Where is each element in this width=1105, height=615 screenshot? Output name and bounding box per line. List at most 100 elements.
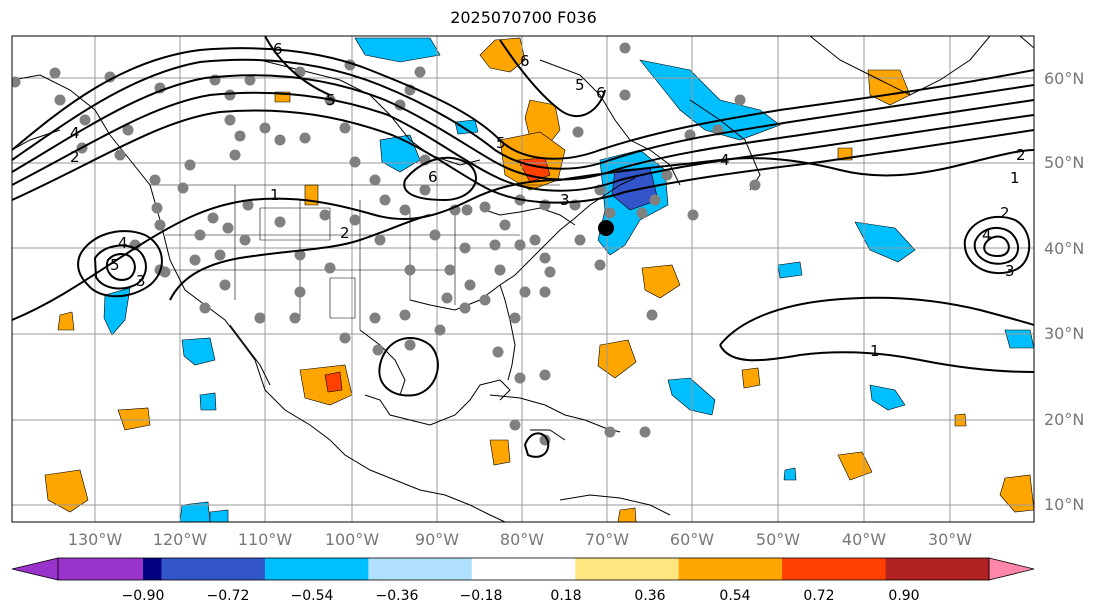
station-marker <box>489 239 501 251</box>
lon-label: 60°W <box>670 530 714 549</box>
station-marker <box>299 132 311 144</box>
contour-label: 5 <box>496 134 506 152</box>
contour-lines <box>12 36 1034 458</box>
longitude-labels: 130°W 120°W 110°W 100°W 90°W 80°W 70°W 6… <box>68 530 972 549</box>
anomaly-blob <box>617 507 637 522</box>
anomaly-blob <box>117 407 151 431</box>
contour-label: 6 <box>273 40 283 58</box>
anomaly-blob <box>181 337 216 366</box>
contour-label: 2 <box>1016 146 1026 164</box>
station-marker <box>499 219 511 231</box>
anomaly-blob <box>639 59 781 141</box>
lon-label: 50°W <box>756 530 800 549</box>
shaded-anomalies <box>44 37 1034 522</box>
station-marker <box>494 264 506 276</box>
contour-label: 6 <box>596 84 606 102</box>
colorbar-swatch <box>161 558 266 580</box>
station-marker <box>539 252 551 264</box>
station-marker <box>479 201 491 213</box>
station-marker <box>294 286 306 298</box>
station-marker <box>429 229 441 241</box>
contour-label: 4 <box>70 124 80 142</box>
station-marker <box>369 312 381 324</box>
lon-label: 80°W <box>500 530 544 549</box>
anomaly-blob <box>354 37 441 63</box>
station-marker <box>339 332 351 344</box>
latitude-labels: 60°N 50°N 40°N 30°N 20°N 10°N <box>1044 69 1084 514</box>
contour-label: 3 <box>1005 262 1015 280</box>
station-marker <box>639 426 651 438</box>
colorbar-tick-label: −0.54 <box>291 588 334 604</box>
station-marker <box>274 216 286 228</box>
anomaly-blob <box>454 119 479 135</box>
colorbar-tick-label: −0.36 <box>376 588 419 604</box>
anomaly-blob <box>869 384 906 411</box>
lat-label: 60°N <box>1044 69 1084 88</box>
station-marker <box>514 372 526 384</box>
station-marker <box>149 174 161 186</box>
station-marker <box>414 66 426 78</box>
colorbar-swatch <box>885 558 990 580</box>
colorbar-tick-label: 0.90 <box>888 588 919 604</box>
station-marker <box>459 302 471 314</box>
anomaly-blob <box>479 37 526 73</box>
station-marker <box>374 234 386 246</box>
station-marker <box>461 204 473 216</box>
anomaly-blob <box>999 474 1034 513</box>
colorbar-outline <box>57 557 990 581</box>
station-marker <box>289 312 301 324</box>
colorbar-tick-label: 0.18 <box>550 588 581 604</box>
station-marker <box>687 209 699 221</box>
station-marker <box>369 174 381 186</box>
station-marker <box>214 249 226 261</box>
station-marker <box>114 149 126 161</box>
lat-label: 30°N <box>1044 324 1084 343</box>
contour-label: 1 <box>270 186 280 204</box>
state-borders <box>150 184 560 330</box>
station-marker <box>219 279 231 291</box>
colorbar-swatch <box>575 558 680 580</box>
lat-label: 40°N <box>1044 239 1084 258</box>
contour-labels: 6 6 6 5 5 5 4 4 4 3 3 2 2 2 2 1 1 1 6 5 … <box>70 40 1026 360</box>
colorbar-swatch <box>471 558 576 580</box>
anomaly-blob <box>641 264 681 299</box>
lon-label: 110°W <box>238 530 293 549</box>
station-marker <box>404 339 416 351</box>
anomaly-blob <box>777 261 803 279</box>
station-marker <box>379 194 391 206</box>
station-marker <box>349 214 361 226</box>
station-marker <box>539 286 551 298</box>
colorbar-swatch <box>264 558 369 580</box>
lat-label: 10°N <box>1044 495 1084 514</box>
contour-label: 4 <box>982 226 992 244</box>
station-marker <box>636 207 648 219</box>
station-marker <box>539 369 551 381</box>
anomaly-blob <box>44 469 89 513</box>
station-marker <box>749 179 761 191</box>
station-marker <box>399 309 411 321</box>
colorbar-tick-label: −0.90 <box>122 588 165 604</box>
station-markers <box>12 42 761 446</box>
station-marker <box>254 312 266 324</box>
station-marker <box>509 312 521 324</box>
contour-label: 2 <box>340 224 350 242</box>
lon-label: 40°W <box>842 530 886 549</box>
station-marker <box>459 242 471 254</box>
station-marker <box>404 264 416 276</box>
station-marker <box>619 42 631 54</box>
station-marker <box>441 292 453 304</box>
map-title: 2025070700 F036 <box>450 8 597 27</box>
station-marker <box>519 286 531 298</box>
anomaly-blob <box>854 221 916 263</box>
anomaly-blob <box>179 501 211 522</box>
lon-label: 90°W <box>415 530 459 549</box>
station-marker <box>194 229 206 241</box>
station-marker <box>189 254 201 266</box>
station-marker <box>419 184 431 196</box>
colorbar-tick-label: 0.72 <box>803 588 834 604</box>
station-marker <box>199 302 211 314</box>
colorbar-tick-label: 0.54 <box>719 588 750 604</box>
station-marker <box>324 262 336 274</box>
contour-label: 5 <box>110 256 120 274</box>
station-marker <box>509 419 521 431</box>
